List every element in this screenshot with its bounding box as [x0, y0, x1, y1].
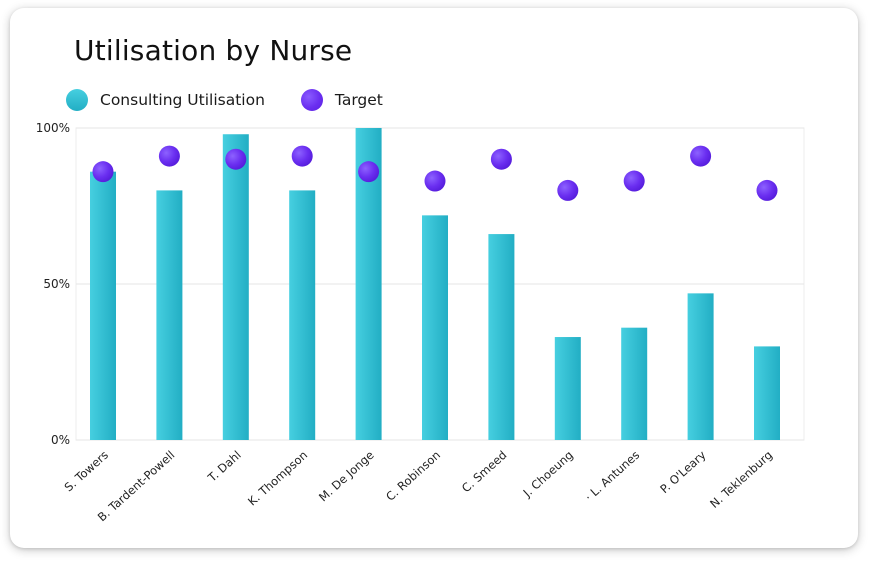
point-target[interactable] [490, 148, 512, 170]
point-target[interactable] [92, 161, 114, 183]
target-point-layer [92, 145, 778, 201]
chart-title: Utilisation by Nurse [74, 34, 353, 67]
bar-consulting-utilisation[interactable] [289, 190, 316, 440]
y-tick-label: 50% [43, 277, 70, 291]
legend-item-target[interactable]: Target [300, 89, 383, 111]
y-tick-label: 0% [51, 433, 70, 447]
point-target[interactable] [291, 145, 313, 167]
legend-label-consulting-utilisation: Consulting Utilisation [100, 91, 265, 109]
legend-swatch-point [300, 89, 323, 111]
point-target[interactable] [424, 170, 446, 192]
chart-legend: Consulting Utilisation Target [66, 88, 419, 112]
x-tick-label: K. Thompson [245, 448, 310, 509]
bar-consulting-utilisation[interactable] [621, 327, 648, 440]
x-tick-label: C. Robinson [383, 448, 443, 504]
point-target[interactable] [158, 145, 180, 167]
x-tick-label: C. Smeed [459, 448, 509, 495]
x-tick-label: J. Choeung [520, 448, 576, 501]
bar-consulting-utilisation[interactable] [156, 190, 183, 440]
point-target[interactable] [756, 179, 778, 201]
bar-consulting-utilisation[interactable] [488, 234, 515, 440]
point-target[interactable] [557, 179, 579, 201]
bar-consulting-utilisation[interactable] [90, 171, 116, 440]
bar-consulting-utilisation[interactable] [422, 215, 448, 440]
bar-consulting-utilisation[interactable] [222, 134, 249, 441]
y-tick-label: 100% [36, 121, 70, 135]
bar-consulting-utilisation[interactable] [554, 337, 581, 440]
legend-label-target: Target [334, 91, 383, 109]
y-axis-tick-labels: 0% 50% 100% [36, 121, 70, 447]
x-tick-label: S. Towers [62, 448, 111, 494]
point-target[interactable] [690, 145, 712, 167]
x-tick-label: T. Dahl [204, 448, 243, 485]
x-tick-label: N. Teklenburg [707, 448, 775, 511]
legend-swatch-bar [66, 89, 88, 111]
x-tick-label: · L. Antunes [582, 448, 642, 504]
x-tick-label: M. De Jonge [316, 448, 377, 505]
point-target[interactable] [623, 170, 645, 192]
bar-consulting-utilisation[interactable] [754, 346, 780, 440]
chart-card: Utilisation by Nurse Consulting Utilisat… [10, 8, 858, 548]
legend-item-consulting-utilisation[interactable]: Consulting Utilisation [66, 89, 265, 111]
x-tick-label: P. O'Leary [657, 448, 709, 496]
bar-consulting-utilisation[interactable] [687, 293, 714, 440]
point-target[interactable] [358, 161, 380, 183]
bar-layer [90, 128, 780, 441]
point-target[interactable] [225, 148, 247, 170]
